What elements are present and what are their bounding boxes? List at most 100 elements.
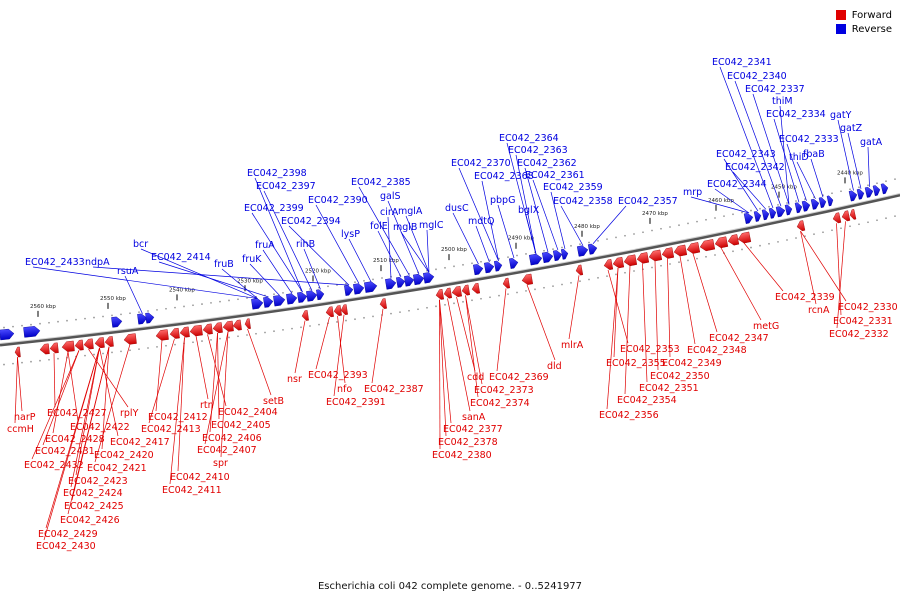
reverse-gene[interactable] — [0, 328, 15, 341]
forward-gene[interactable] — [435, 289, 444, 300]
forward-gene[interactable] — [727, 234, 740, 246]
forward-gene[interactable] — [202, 323, 213, 335]
reverse-gene[interactable] — [848, 190, 858, 202]
reverse-gene[interactable] — [768, 207, 777, 219]
reverse-track-dot — [480, 260, 482, 263]
reverse-gene[interactable] — [587, 243, 598, 255]
reverse-gene[interactable] — [423, 272, 435, 284]
reverse-gene[interactable] — [528, 253, 543, 266]
forward-gene[interactable] — [841, 210, 851, 222]
forward-gene[interactable] — [832, 212, 842, 224]
forward-gene[interactable] — [648, 249, 663, 262]
reverse-gene[interactable] — [364, 281, 378, 293]
forward-gene[interactable] — [212, 322, 223, 334]
reverse-gene[interactable] — [396, 276, 406, 288]
forward-gene[interactable] — [333, 305, 342, 316]
reverse-gene[interactable] — [775, 206, 786, 218]
forward-gene[interactable] — [123, 333, 137, 345]
forward-gene[interactable] — [623, 254, 638, 267]
reverse-gene[interactable] — [145, 312, 155, 324]
reverse-gene[interactable] — [263, 296, 274, 308]
forward-gene[interactable] — [325, 306, 334, 318]
forward-gene[interactable] — [471, 282, 481, 294]
reverse-gene[interactable] — [560, 248, 569, 260]
forward-gene[interactable] — [94, 337, 105, 349]
forward-gene[interactable] — [461, 284, 471, 296]
forward-gene[interactable] — [61, 340, 75, 352]
reverse-gene[interactable] — [404, 275, 415, 287]
reverse-gene[interactable] — [552, 250, 563, 262]
reverse-gene[interactable] — [273, 295, 286, 307]
gene-features[interactable] — [0, 183, 889, 358]
reverse-gene[interactable] — [508, 257, 519, 269]
reverse-gene[interactable] — [472, 264, 484, 276]
forward-gene[interactable] — [222, 320, 234, 332]
forward-gene-label: spr — [213, 458, 228, 469]
forward-gene[interactable] — [612, 256, 625, 269]
reverse-gene[interactable] — [344, 285, 354, 296]
reverse-gene[interactable] — [493, 260, 503, 272]
forward-gene[interactable] — [244, 318, 251, 330]
reverse-gene[interactable] — [864, 186, 874, 198]
forward-gene-label: EC042_2407 — [197, 445, 257, 456]
reverse-gene[interactable] — [111, 316, 123, 328]
reverse-gene[interactable] — [286, 293, 298, 305]
forward-gene[interactable] — [189, 324, 203, 337]
reverse-gene[interactable] — [856, 188, 865, 200]
forward-gene[interactable] — [301, 310, 309, 321]
forward-gene[interactable] — [673, 244, 688, 257]
forward-gene[interactable] — [603, 259, 614, 270]
reverse-gene[interactable] — [316, 289, 325, 301]
forward-gene[interactable] — [849, 209, 857, 220]
reverse-gene[interactable] — [353, 283, 365, 295]
forward-gene[interactable] — [155, 329, 169, 341]
reverse-gene[interactable] — [251, 298, 264, 310]
reverse-gene-label: EC042_2414 — [151, 252, 211, 263]
forward-gene[interactable] — [39, 343, 50, 355]
forward-gene[interactable] — [686, 242, 701, 254]
forward-gene[interactable] — [699, 239, 716, 252]
reverse-gene[interactable] — [761, 209, 770, 221]
reverse-gene[interactable] — [794, 202, 803, 214]
reverse-gene[interactable] — [801, 200, 811, 212]
reverse-gene[interactable] — [576, 245, 589, 257]
forward-gene[interactable] — [714, 236, 729, 249]
reverse-gene[interactable] — [137, 313, 148, 325]
forward-gene[interactable] — [83, 338, 94, 350]
forward-gene[interactable] — [451, 286, 462, 297]
reverse-gene[interactable] — [872, 185, 881, 197]
reverse-gene[interactable] — [297, 291, 308, 303]
forward-gene[interactable] — [232, 319, 242, 331]
forward-gene[interactable] — [169, 327, 180, 339]
forward-gene[interactable] — [104, 336, 114, 347]
reverse-gene[interactable] — [826, 195, 834, 207]
forward-gene[interactable] — [521, 273, 534, 286]
forward-gene[interactable] — [443, 287, 453, 299]
forward-gene[interactable] — [340, 304, 348, 315]
reverse-gene[interactable] — [385, 278, 397, 290]
forward-gene[interactable] — [502, 277, 511, 289]
reverse-gene[interactable] — [743, 212, 754, 224]
reverse-gene[interactable] — [818, 197, 827, 208]
reverse-gene[interactable] — [541, 251, 554, 264]
forward-gene[interactable] — [796, 220, 806, 232]
reverse-gene[interactable] — [306, 290, 318, 302]
reverse-gene[interactable] — [880, 183, 889, 195]
forward-track-dot — [390, 312, 392, 315]
reverse-gene[interactable] — [753, 211, 762, 222]
forward-track-dot — [885, 217, 887, 220]
forward-gene[interactable] — [379, 298, 387, 309]
reverse-gene[interactable] — [413, 273, 425, 286]
reverse-gene[interactable] — [784, 204, 793, 216]
forward-gene[interactable] — [74, 339, 84, 351]
forward-gene[interactable] — [575, 264, 584, 276]
forward-gene[interactable] — [737, 231, 752, 244]
reverse-gene[interactable] — [23, 326, 41, 338]
forward-gene[interactable] — [179, 326, 190, 338]
reverse-gene[interactable] — [483, 262, 495, 274]
reverse-gene[interactable] — [810, 198, 820, 210]
forward-gene[interactable] — [49, 342, 59, 354]
forward-gene[interactable] — [636, 252, 650, 264]
forward-gene[interactable] — [661, 247, 675, 260]
forward-gene[interactable] — [14, 346, 21, 358]
